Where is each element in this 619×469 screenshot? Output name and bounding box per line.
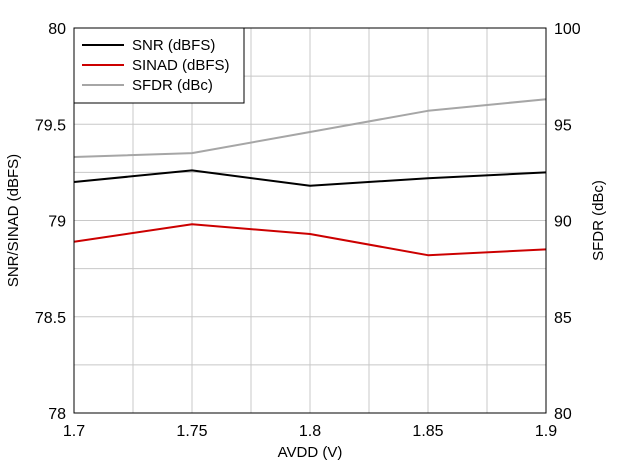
right-y-tick-label: 80 xyxy=(554,406,572,423)
right-y-tick-label: 90 xyxy=(554,214,572,231)
series-line-0 xyxy=(73,169,547,187)
legend-label: SNR (dBFS) xyxy=(132,37,215,54)
left-y-tick-label: 79 xyxy=(48,214,66,231)
left-y-tick-label: 78.5 xyxy=(35,310,66,327)
right-y-tick-label: 85 xyxy=(554,310,572,327)
series-line-1 xyxy=(73,223,547,257)
x-tick-label: 1.7 xyxy=(63,423,85,440)
right-y-tick-label: 95 xyxy=(554,117,572,134)
x-axis-title: AVDD (V) xyxy=(278,444,343,461)
right-y-axis-title: SFDR (dBc) xyxy=(590,180,607,261)
x-tick-label: 1.75 xyxy=(176,423,207,440)
series-line-2 xyxy=(73,98,547,158)
left-y-tick-label: 78 xyxy=(48,406,66,423)
x-tick-label: 1.85 xyxy=(412,423,443,440)
left-y-tick-label: 80 xyxy=(48,21,66,38)
left-y-axis-title: SNR/SINAD (dBFS) xyxy=(5,154,22,287)
series-lines xyxy=(73,98,547,257)
legend-items: SNR (dBFS) SINAD (dBFS) SFDR (dBc) xyxy=(82,37,230,94)
x-tick-label: 1.9 xyxy=(535,423,557,440)
legend-label: SFDR (dBc) xyxy=(132,77,213,94)
right-y-tick-label: 100 xyxy=(554,21,581,38)
tick-labels: 1.7 1.75 1.8 1.85 1.9 78 78.5 79 79.5 80 80 85 90 95 1… xyxy=(35,21,581,440)
left-y-tick-label: 79.5 xyxy=(35,117,66,134)
legend: SNR (dBFS) SINAD (dBFS) SFDR (dBc) xyxy=(73,27,245,104)
legend-label: SINAD (dBFS) xyxy=(132,57,230,74)
plot-frame xyxy=(73,27,547,414)
x-tick-label: 1.8 xyxy=(299,423,321,440)
